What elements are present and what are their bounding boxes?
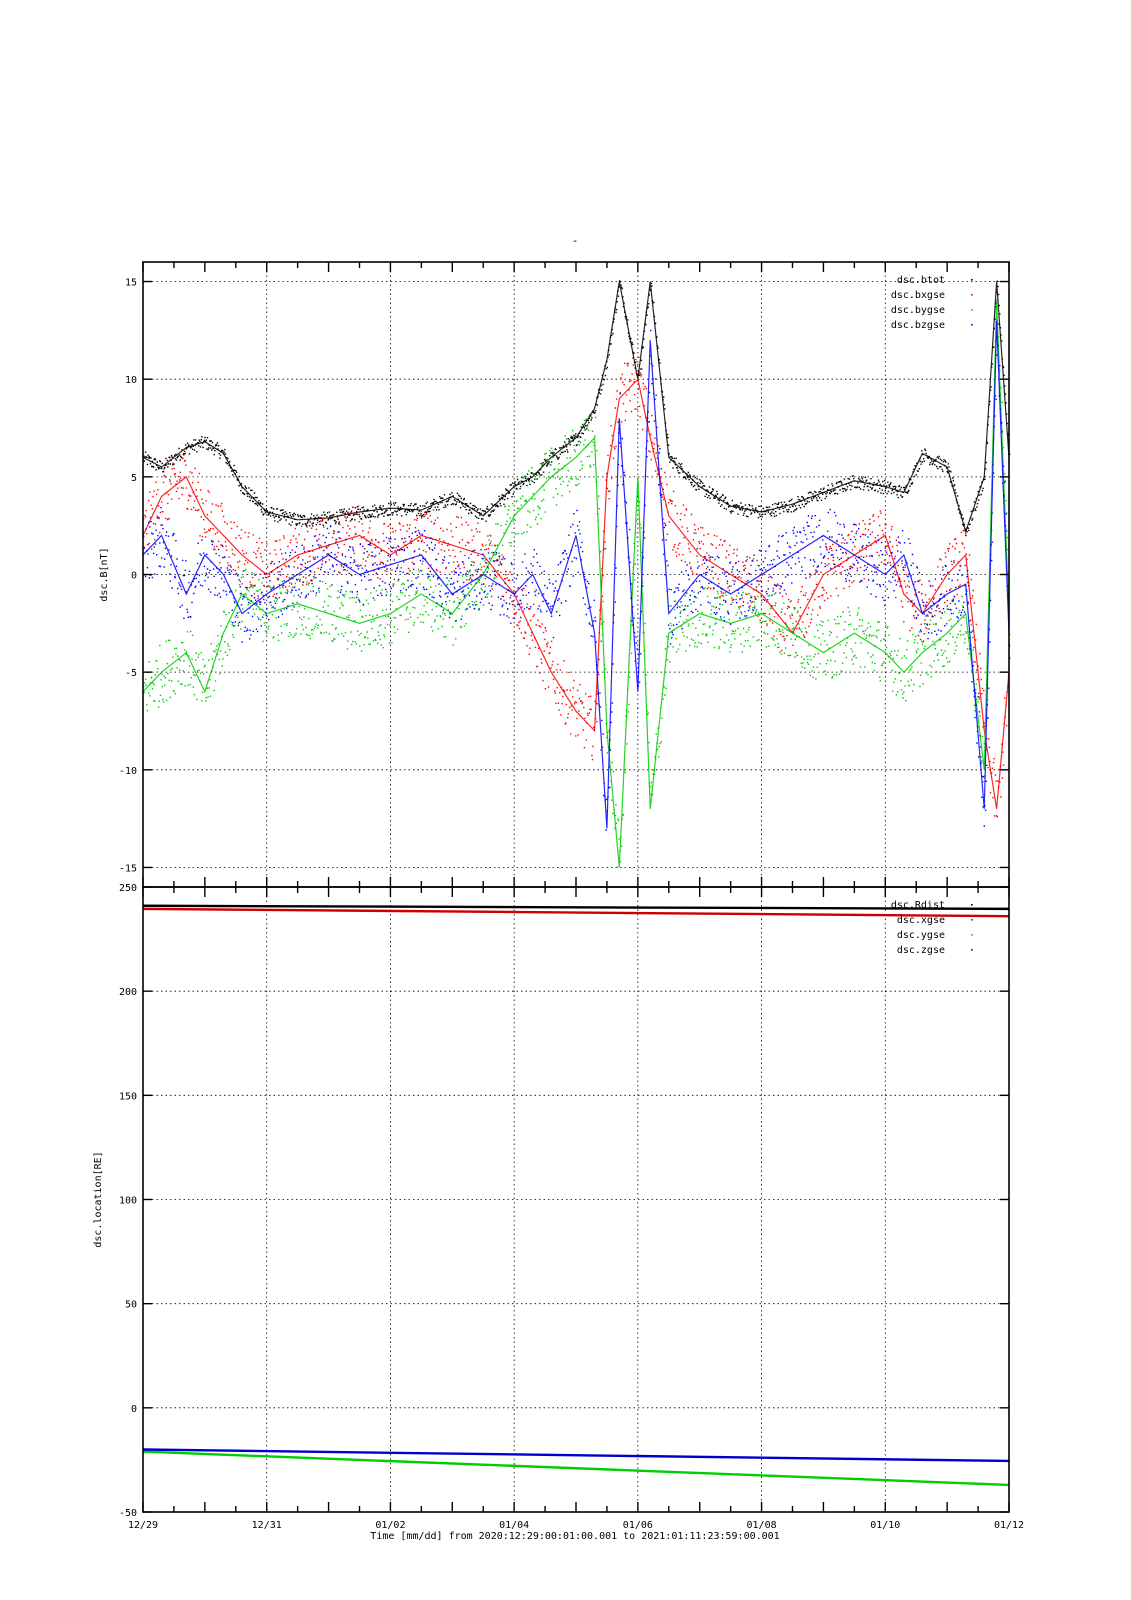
y-tick-label: 15	[125, 278, 137, 289]
x-tick-label: 01/06	[623, 1520, 653, 1531]
location-panel: -50 0 50 100 150 200 250 12/29 12/31 01/02 01/04 01…	[93, 883, 1024, 1531]
x-tick-label: 12/29	[128, 1520, 158, 1531]
x-tick-label: 12/31	[252, 1520, 282, 1531]
title-mark: -	[572, 234, 579, 247]
series-trace-dsc-bxgse	[142, 377, 1010, 809]
legend-label: dsc.bygse	[891, 305, 945, 316]
y-tick-label: 250	[119, 883, 137, 894]
x-axis-caption: Time [mm/dd] from 2020:12:29:00:01:00.00…	[370, 1531, 779, 1542]
series-line-dsc-xgse	[142, 907, 1010, 918]
y-tick-label: -50	[119, 1508, 137, 1519]
series-line-dsc-Rdist	[142, 904, 1010, 911]
legend-marker	[971, 904, 973, 906]
legend-label: dsc.bzgse	[891, 320, 945, 331]
legend-marker	[971, 949, 973, 951]
legend-label: dsc.bxgse	[891, 290, 945, 301]
y-tick-label: -15	[119, 863, 137, 874]
x-tick-label: 01/08	[747, 1520, 777, 1531]
y-tick-label: -5	[125, 668, 137, 679]
legend-marker	[971, 324, 973, 326]
y-tick-label: 5	[131, 473, 137, 484]
series-line-dsc-ygse	[142, 1450, 1010, 1487]
y-tick-label: 0	[131, 1404, 137, 1415]
series-points-dsc-bzgse	[143, 299, 1011, 831]
series-trace-dsc-bygse	[142, 301, 1010, 868]
legend-marker	[971, 309, 973, 311]
y-tick-label: 10	[125, 375, 137, 386]
legend-marker	[971, 294, 973, 296]
legend-label: dsc.Rdist	[891, 900, 945, 911]
y-tick-label: -10	[119, 766, 137, 777]
y-axis-label: dsc.B[nT]	[99, 547, 110, 601]
legend-label: dsc.zgse	[897, 945, 945, 956]
legend-marker	[971, 919, 973, 921]
x-tick-label: 01/02	[375, 1520, 405, 1531]
y-tick-label: 150	[119, 1091, 137, 1102]
legend-label: dsc.xgse	[897, 915, 945, 926]
y-tick-label: 200	[119, 987, 137, 998]
x-tick-label: 01/04	[499, 1520, 529, 1531]
legend-label: dsc.ygse	[897, 930, 945, 941]
x-tick-label: 01/12	[994, 1520, 1024, 1531]
magnetic-field-panel: -15 -10 -5 0 5 10 15 dsc.B[nT] dsc.btot dsc.bxgse…	[99, 261, 1011, 888]
series-points-dsc-btot	[143, 280, 1011, 537]
y-axis-label: dsc.location[RE]	[93, 1151, 104, 1247]
y-tick-label: 50	[125, 1300, 137, 1311]
y-tick-label: 100	[119, 1196, 137, 1207]
legend-marker	[971, 279, 973, 281]
legend-label: dsc.btot	[897, 275, 945, 286]
series-line-dsc-zgse	[142, 1448, 1010, 1463]
x-tick-label: 01/10	[870, 1520, 900, 1531]
series-trace-dsc-bzgse	[142, 320, 1010, 829]
series-trace-dsc-btot	[142, 281, 1010, 534]
y-tick-label: 0	[131, 571, 137, 582]
legend-marker	[971, 934, 973, 936]
